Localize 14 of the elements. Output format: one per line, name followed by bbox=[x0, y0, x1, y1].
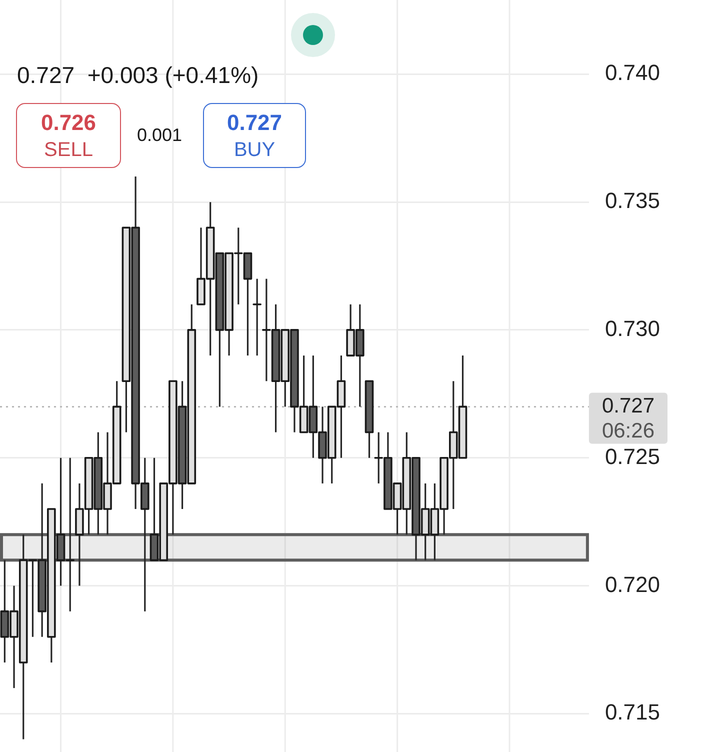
y-tick-label: 0.720 bbox=[604, 572, 660, 597]
y-tick-label: 0.715 bbox=[604, 700, 660, 725]
y-tick-label: 0.740 bbox=[604, 60, 660, 86]
annotation: 0.727 +0.003 (+0.41%) bbox=[17, 62, 259, 88]
y-tick-label: 0.735 bbox=[604, 188, 660, 214]
y-tick-label: 0.725 bbox=[604, 444, 660, 469]
annotation: 0.726 bbox=[40, 110, 96, 134]
ref-line-label: 0.727 06:26 bbox=[602, 394, 655, 442]
y-tick-label: 0.730 bbox=[604, 316, 660, 342]
annotation: BUY bbox=[234, 138, 276, 160]
annotation: 0.727 bbox=[226, 110, 282, 134]
annotation: 0.001 bbox=[137, 125, 182, 145]
annotation: SELL bbox=[44, 138, 93, 160]
candlestick bbox=[252, 278, 262, 356]
